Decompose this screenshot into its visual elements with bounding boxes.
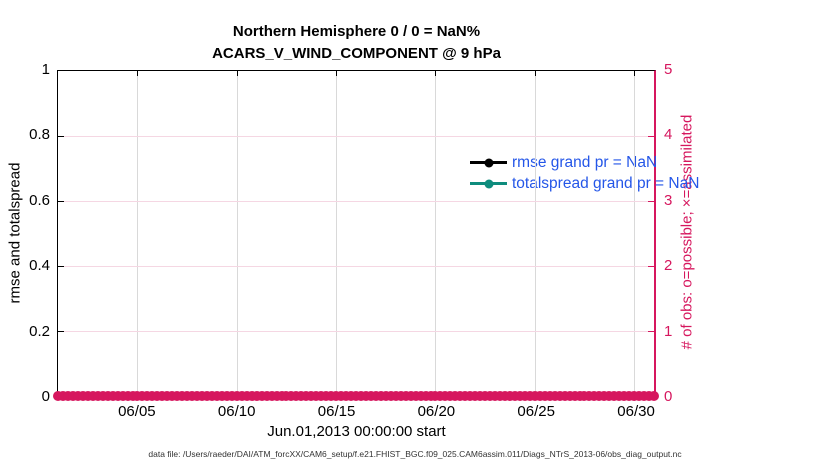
top-tick-mark bbox=[435, 71, 437, 76]
x-axis-tick-label: 06/05 bbox=[118, 403, 156, 420]
top-tick-mark bbox=[137, 71, 139, 76]
top-tick-mark bbox=[336, 71, 338, 76]
left-y-tick-label: 0.2 bbox=[29, 322, 50, 340]
left-y-tick-label: 1 bbox=[41, 61, 50, 78]
x-axis-label: Jun.01,2013 00:00:00 start bbox=[267, 423, 446, 440]
left-tick-mark bbox=[58, 331, 64, 332]
plot-title-line1: Northern Hemisphere 0 / 0 = NaN% bbox=[232, 23, 481, 40]
right-y-tick-label: 2 bbox=[664, 257, 673, 275]
left-y-tick-label: 0.6 bbox=[29, 191, 50, 209]
legend-entry: totalspread grand pr = NaN bbox=[470, 173, 699, 194]
obs-count-marker bbox=[649, 391, 659, 401]
vertical-gridline bbox=[435, 71, 437, 396]
vertical-gridline bbox=[336, 71, 338, 396]
legend-marker-dot bbox=[484, 158, 493, 167]
top-tick-mark bbox=[236, 71, 238, 76]
legend-line-swatch bbox=[470, 179, 507, 188]
vertical-gridline bbox=[137, 71, 139, 396]
horizontal-gridline bbox=[58, 266, 654, 267]
legend-line-swatch bbox=[470, 158, 507, 167]
top-tick-mark bbox=[534, 71, 536, 76]
legend-marker-dot bbox=[484, 179, 493, 188]
right-tick-mark bbox=[648, 266, 654, 267]
left-tick-mark bbox=[58, 266, 64, 267]
horizontal-gridline bbox=[58, 331, 654, 332]
legend-entry: rmse grand pr = NaN bbox=[470, 152, 699, 173]
left-y-tick-label: 0 bbox=[41, 388, 50, 405]
left-tick-mark bbox=[58, 136, 64, 137]
left-tick-mark bbox=[58, 201, 64, 202]
x-axis-tick-label: 06/20 bbox=[417, 403, 456, 420]
vertical-gridline bbox=[634, 71, 636, 396]
plot-area: rmse grand pr = NaN totalspread grand pr … bbox=[53, 70, 699, 401]
x-axis-tick-label: 06/15 bbox=[317, 403, 356, 420]
left-y-axis-label: rmse and totalspread bbox=[6, 162, 24, 304]
left-y-tick-label: 0.4 bbox=[29, 257, 50, 275]
right-tick-mark bbox=[648, 136, 654, 137]
horizontal-gridline bbox=[58, 201, 654, 202]
plot-title-line2: ACARS_V_WIND_COMPONENT @ 9 hPa bbox=[212, 45, 501, 62]
right-tick-mark bbox=[648, 331, 654, 332]
legend: rmse grand pr = NaN totalspread grand pr … bbox=[470, 152, 699, 194]
top-tick-mark bbox=[634, 71, 636, 76]
right-y-tick-label: 3 bbox=[664, 191, 673, 209]
data-file-path: data file: /Users/raeder/DAI/ATM_forcXX/… bbox=[148, 449, 682, 459]
left-y-tick-label: 0.8 bbox=[29, 126, 50, 144]
right-tick-mark bbox=[648, 201, 654, 202]
right-y-tick-label: 0 bbox=[664, 388, 673, 405]
right-y-tick-label: 5 bbox=[664, 61, 673, 78]
right-y-tick-label: 4 bbox=[664, 126, 673, 144]
horizontal-gridline bbox=[58, 136, 654, 137]
legend-entry-label: totalspread grand pr = NaN bbox=[512, 174, 700, 192]
x-axis-tick-label: 06/10 bbox=[217, 403, 256, 420]
right-y-axis-label: # of obs: o=possible; ×=assimilated bbox=[678, 114, 696, 350]
x-axis-tick-label: 06/30 bbox=[617, 403, 655, 420]
vertical-gridline bbox=[534, 71, 536, 396]
vertical-gridline bbox=[236, 71, 238, 396]
right-y-tick-label: 1 bbox=[664, 322, 673, 340]
x-axis-tick-label: 06/25 bbox=[517, 403, 555, 420]
legend-entry-label: rmse grand pr = NaN bbox=[512, 153, 658, 171]
